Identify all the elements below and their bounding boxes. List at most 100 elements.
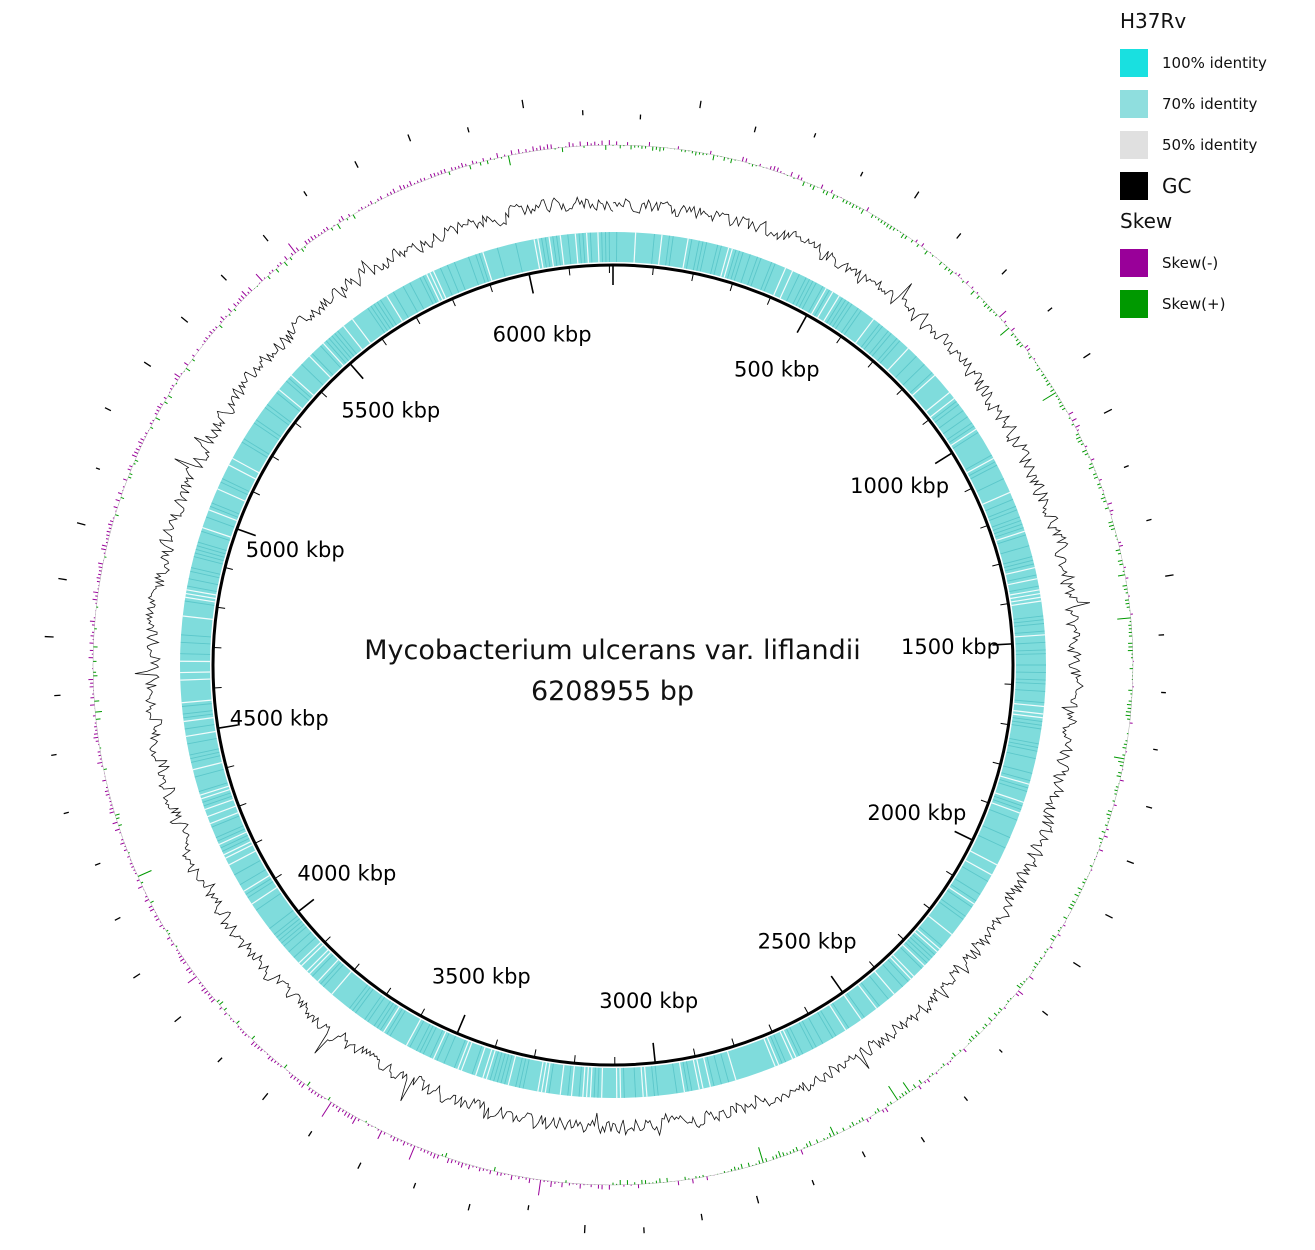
legend-swatch-gc <box>1120 171 1148 200</box>
skew-positive-bar <box>997 1011 1000 1014</box>
skew-negative-bar <box>550 1181 552 1188</box>
skew-negative-bar <box>105 538 109 540</box>
minor-tick <box>274 873 282 880</box>
identity-block <box>1003 556 1033 565</box>
identity-block <box>518 1058 527 1088</box>
identity-block <box>298 941 322 964</box>
skew-negative-bar <box>137 885 143 889</box>
skew-negative-bar <box>109 811 115 814</box>
identity-block <box>185 592 216 600</box>
skew-positive-bar <box>982 300 985 303</box>
skew-negative-bar <box>390 1135 393 1138</box>
skew-negative-bar <box>279 261 282 265</box>
minor-tick <box>804 1006 809 1015</box>
skew-positive-bar <box>747 1162 750 1167</box>
legend-reference-title: H37Rv <box>1120 9 1187 33</box>
legend-swatch-skew-positive <box>1120 289 1148 318</box>
skew-positive-bar <box>1027 353 1030 355</box>
skew-negative-bar <box>525 149 527 153</box>
skew-positive-bar <box>1117 574 1126 577</box>
skew-positive-bar <box>115 514 119 517</box>
legend-swatch-50-identity <box>1120 130 1148 159</box>
skew-negative-bar <box>399 185 402 191</box>
genome-length: 6208955 bp <box>530 676 695 707</box>
skew-negative-bar <box>759 163 761 167</box>
identity-block <box>552 236 558 266</box>
identity-block <box>578 1066 582 1097</box>
identity-block <box>201 530 230 541</box>
identity-block <box>453 1039 466 1069</box>
skew-positive-bar <box>999 327 1010 336</box>
identity-block <box>187 737 217 745</box>
skew-positive-bar <box>1050 937 1055 941</box>
legend-item-50-identity: 50% identity <box>1120 124 1310 165</box>
identity-block <box>978 834 1006 849</box>
skew-negative-bar <box>360 206 363 210</box>
identity-block <box>720 247 730 277</box>
identity-block <box>342 325 363 350</box>
outer-tick <box>813 132 817 138</box>
skew-negative-bar <box>389 191 393 195</box>
identity-block <box>801 282 817 310</box>
major-tick <box>992 643 1013 646</box>
outer-tick <box>700 1213 703 1221</box>
identity-block <box>644 1066 648 1097</box>
outer-tick <box>527 1205 530 1211</box>
skew-positive-bar <box>886 223 889 228</box>
identity-block <box>773 1034 787 1063</box>
identity-block <box>835 303 853 330</box>
skew-positive-bar <box>469 165 472 170</box>
identity-block <box>934 404 960 423</box>
identity-block <box>868 330 889 355</box>
skew-negative-bar <box>357 1118 360 1122</box>
identity-block <box>976 478 1005 492</box>
identity-block <box>281 923 305 944</box>
outer-tick <box>466 127 470 133</box>
skew-negative-bar <box>320 232 323 235</box>
skew-negative-bar <box>188 970 193 974</box>
skew-positive-bar <box>858 207 861 210</box>
identity-block <box>208 509 237 522</box>
minor-tick <box>652 266 654 276</box>
skew-negative-bar <box>773 165 776 171</box>
identity-block <box>597 232 600 263</box>
skew-negative-bar <box>957 273 961 277</box>
minor-tick <box>324 936 331 943</box>
skew-positive-bar <box>993 311 995 314</box>
skew-negative-bar <box>790 171 793 177</box>
skew-positive-bar <box>984 1023 988 1027</box>
skew-positive-bar <box>737 1167 740 1170</box>
skew-positive-bar <box>923 248 925 250</box>
identity-block <box>633 1067 637 1098</box>
skew-positive-bar <box>150 900 154 904</box>
skew-positive-bar <box>1112 800 1115 802</box>
skew-positive-bar <box>1108 521 1113 524</box>
legend: H37Rv 100% identity 70% identity 50% ide… <box>1120 6 1310 324</box>
skew-positive-bar <box>994 313 998 317</box>
identity-block <box>217 828 246 842</box>
identity-block <box>1000 545 1030 555</box>
skew-positive-bar <box>982 1026 985 1030</box>
skew-positive-bar <box>1123 588 1128 591</box>
identity-block <box>373 1000 391 1027</box>
skew-positive-bar <box>1118 771 1122 774</box>
skew-positive-bar <box>911 1088 914 1091</box>
skew-negative-bar <box>257 1046 261 1050</box>
skew-positive-bar <box>910 239 914 243</box>
skew-positive-bar <box>1050 385 1053 388</box>
identity-block <box>309 355 331 378</box>
genome-name: Mycobacterium ulcerans var. liflandii <box>364 635 861 666</box>
skew-negative-bar <box>830 189 833 194</box>
skew-positive-bar <box>1118 760 1124 763</box>
skew-positive-bar <box>1071 423 1075 426</box>
identity-block <box>578 233 582 264</box>
scale-label-3500-kbp: 3500 kbp <box>432 964 531 988</box>
skew-negative-bar <box>963 1048 967 1053</box>
skew-negative-bar <box>136 879 140 882</box>
identity-block <box>795 278 810 307</box>
outer-tick <box>104 407 112 412</box>
skew-negative-bar <box>377 198 379 202</box>
skew-positive-bar <box>1041 373 1045 377</box>
identity-block <box>1011 600 1042 607</box>
skew-positive-bar <box>825 191 829 196</box>
